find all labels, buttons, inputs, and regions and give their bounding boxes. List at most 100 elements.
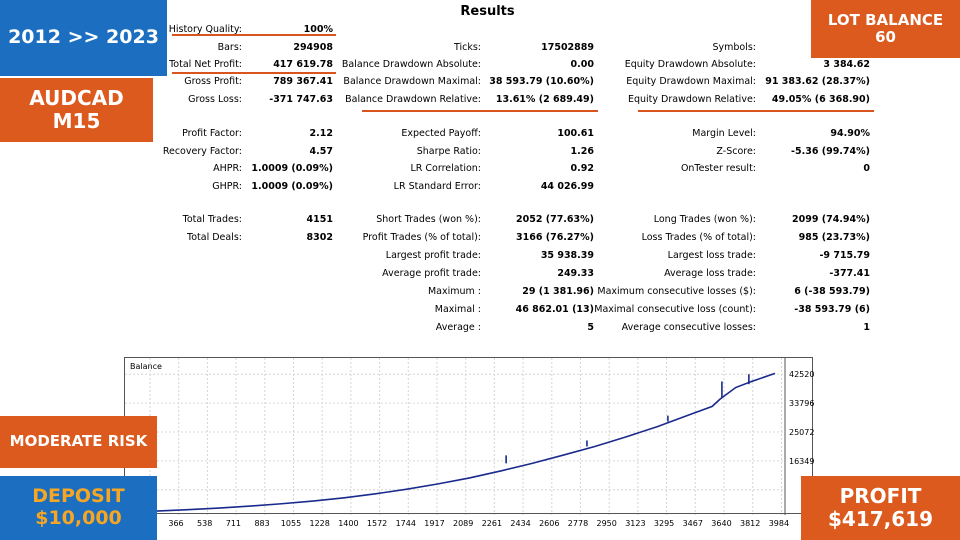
report-row: Balance Drawdown Relative: 13.61% (2 689.… bbox=[0, 94, 960, 111]
report-row: Sharpe Ratio: 1.26 bbox=[0, 146, 960, 163]
x-tick-label: 3984 bbox=[768, 519, 790, 528]
metric-label: Expected Payoff: bbox=[401, 128, 481, 139]
x-tick-label: 711 bbox=[225, 519, 242, 528]
x-tick-label: 2261 bbox=[481, 519, 503, 528]
report-row: Equity Drawdown Relative: 49.05% (6 368.9… bbox=[0, 94, 960, 111]
metric-label: Ticks: bbox=[453, 42, 481, 53]
deposit-badge: DEPOSIT $10,000 bbox=[0, 476, 157, 540]
profit-label: PROFIT bbox=[839, 484, 922, 508]
report-row: AHPR: 1.0009 (0.09%) bbox=[0, 163, 960, 180]
report-row: Total Deals: 8302 bbox=[0, 232, 960, 249]
report-row: Balance Drawdown Absolute: 0.00 bbox=[0, 59, 960, 76]
report-row: Profit Trades (% of total): 3166 (76.27%) bbox=[0, 232, 960, 249]
report-row: Maximum consecutive losses ($): 6 (-38 59… bbox=[0, 286, 960, 303]
symbol-timeframe: M15 bbox=[52, 109, 101, 133]
report-row: Average profit trade: 249.33 bbox=[0, 268, 960, 285]
metric-label: Z-Score: bbox=[716, 146, 756, 157]
net-profit-underline bbox=[172, 72, 336, 74]
metric-value: 100.61 bbox=[557, 128, 594, 139]
metric-value: 0 bbox=[863, 163, 870, 174]
x-tick-label: 1917 bbox=[424, 519, 445, 528]
metric-label: GHPR: bbox=[212, 181, 242, 192]
x-tick-label: 3295 bbox=[653, 519, 675, 528]
balance-chart-svg: 425201 337965 250729 163493 Balance bbox=[124, 358, 820, 515]
report-row: Z-Score: -5.36 (99.74%) bbox=[0, 146, 960, 163]
metric-value: 4.57 bbox=[309, 146, 333, 157]
report-row: Profit Factor: 2.12 bbox=[0, 128, 960, 145]
x-tick-label: 1400 bbox=[338, 519, 359, 528]
report-row: Short Trades (won %): 2052 (77.63%) bbox=[0, 214, 960, 231]
metric-label: Recovery Factor: bbox=[162, 146, 242, 157]
equity-dd-relative-underline bbox=[638, 110, 874, 112]
report-row: Maximal consecutive loss (count): -38 593… bbox=[0, 304, 960, 321]
report-row: Equity Drawdown Maximal: 91 383.62 (28.37… bbox=[0, 76, 960, 93]
metric-label: Maximal : bbox=[434, 304, 481, 315]
metric-label: Symbols: bbox=[712, 42, 756, 53]
metric-label: Balance Drawdown Maximal: bbox=[343, 76, 481, 87]
metric-label: Largest loss trade: bbox=[667, 250, 756, 261]
metric-value: 3 384.62 bbox=[823, 59, 870, 70]
x-tick-label: 3640 bbox=[711, 519, 732, 528]
x-tick-label: 2778 bbox=[567, 519, 589, 528]
metric-value: 13.61% (2 689.49) bbox=[495, 94, 594, 105]
history-quality-underline bbox=[172, 34, 336, 36]
y-tick-label: 163493 bbox=[789, 457, 814, 466]
metric-value: -38 593.79 (6) bbox=[794, 304, 870, 315]
report-row: Bars: 294908 bbox=[0, 42, 960, 59]
metric-value: 249.33 bbox=[557, 268, 594, 279]
metric-label: Total Deals: bbox=[187, 232, 242, 243]
metric-label: AHPR: bbox=[213, 163, 242, 174]
risk-badge: MODERATE RISK bbox=[0, 416, 157, 468]
x-tick-label: 1744 bbox=[395, 519, 416, 528]
metric-value: 29 (1 381.96) bbox=[522, 286, 594, 297]
metric-label: Equity Drawdown Absolute: bbox=[624, 59, 756, 70]
report-row: Symbols: bbox=[0, 42, 960, 59]
metric-value: 5 bbox=[587, 322, 594, 333]
deposit-value: $10,000 bbox=[35, 507, 122, 529]
metric-value: 91 383.62 (28.37%) bbox=[765, 76, 870, 87]
x-tick-label: 366 bbox=[168, 519, 184, 528]
metric-value: 1.0009 (0.09%) bbox=[251, 181, 333, 192]
report-row: Ticks: 17502889 bbox=[0, 42, 960, 59]
report-row: LR Standard Error: 44 026.99 bbox=[0, 181, 960, 198]
report-row: Total Trades: 4151 bbox=[0, 214, 960, 231]
balance-chart: 425201 337965 250729 163493 Balance bbox=[124, 357, 820, 515]
metric-label: Equity Drawdown Relative: bbox=[627, 94, 756, 105]
report-row: Margin Level: 94.90% bbox=[0, 128, 960, 145]
report-row: OnTester result: 0 bbox=[0, 163, 960, 180]
x-tick-label: 1228 bbox=[309, 519, 330, 528]
report-row: Balance Drawdown Maximal: 38 593.79 (10.6… bbox=[0, 76, 960, 93]
metric-label: Average loss trade: bbox=[664, 268, 756, 279]
x-tick-label: 3812 bbox=[740, 519, 761, 528]
metric-label: Margin Level: bbox=[692, 128, 756, 139]
metric-label: LR Standard Error: bbox=[393, 181, 481, 192]
results-title: Results bbox=[460, 4, 515, 19]
report-row: Gross Loss: -371 747.63 bbox=[0, 94, 960, 111]
balance-dd-relative-underline bbox=[362, 110, 598, 112]
y-tick-label: 337965 bbox=[789, 399, 814, 408]
metric-value: 3166 (76.27%) bbox=[516, 232, 594, 243]
lot-balance-label: LOT BALANCE bbox=[827, 10, 944, 29]
metric-value: 2099 (74.94%) bbox=[792, 214, 870, 225]
report-row: Largest profit trade: 35 938.39 bbox=[0, 250, 960, 267]
metric-label: Equity Drawdown Maximal: bbox=[626, 76, 756, 87]
metric-value: 46 862.01 (13) bbox=[515, 304, 594, 315]
metric-label: Long Trades (won %): bbox=[653, 214, 756, 225]
metric-label: Maximum consecutive losses ($): bbox=[597, 286, 756, 297]
report-row: Long Trades (won %): 2099 (74.94%) bbox=[0, 214, 960, 231]
metric-value: 2052 (77.63%) bbox=[516, 214, 594, 225]
metric-value: 0.92 bbox=[570, 163, 594, 174]
metric-value: 789 367.41 bbox=[273, 76, 333, 87]
period-label: 2012 >> 2023 bbox=[8, 26, 159, 49]
metric-value: -371 747.63 bbox=[269, 94, 333, 105]
metric-value: 1 bbox=[863, 322, 870, 333]
metric-value: 4151 bbox=[306, 214, 333, 225]
metric-value: 0.00 bbox=[570, 59, 594, 70]
report-row: Equity Drawdown Absolute: 3 384.62 bbox=[0, 59, 960, 76]
report-row: LR Correlation: 0.92 bbox=[0, 163, 960, 180]
profit-value: $417,619 bbox=[827, 507, 933, 531]
metric-label: Sharpe Ratio: bbox=[416, 146, 481, 157]
report-row: Expected Payoff: 100.61 bbox=[0, 128, 960, 145]
metric-value: 6 (-38 593.79) bbox=[794, 286, 870, 297]
metric-label: Gross Profit: bbox=[184, 76, 242, 87]
